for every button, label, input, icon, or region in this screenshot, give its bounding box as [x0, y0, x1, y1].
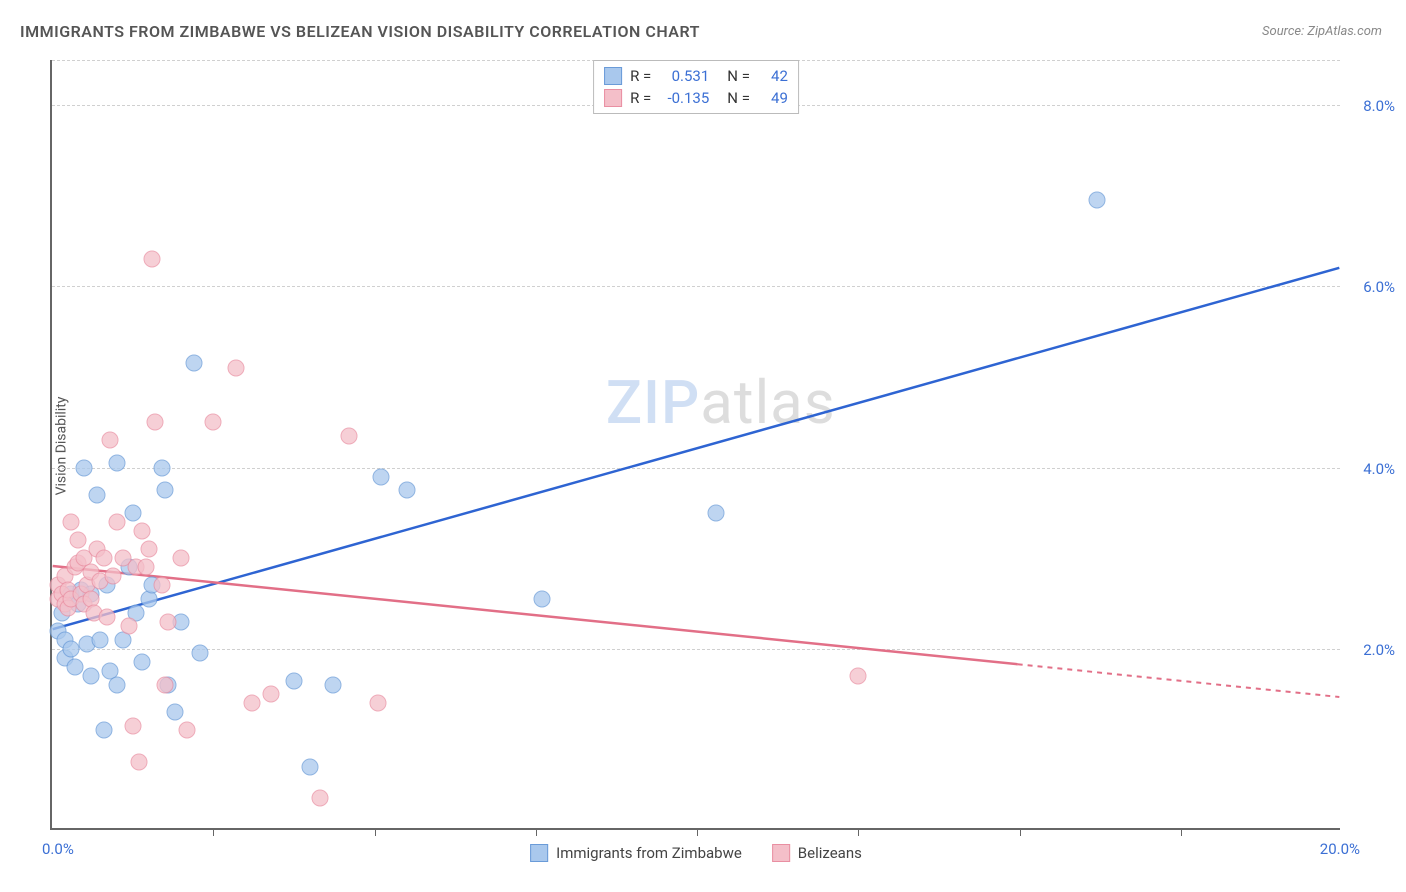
- scatter-point: [140, 541, 157, 558]
- x-tick: [536, 828, 537, 836]
- scatter-point: [63, 514, 80, 531]
- scatter-point: [121, 618, 138, 635]
- scatter-point: [147, 414, 164, 431]
- source-attribution: Source: ZipAtlas.com: [1262, 24, 1382, 39]
- series-legend-label: Immigrants from Zimbabwe: [556, 844, 742, 862]
- watermark-zip: ZIP: [606, 367, 700, 438]
- scatter-point: [134, 523, 151, 540]
- scatter-point: [69, 532, 86, 549]
- n-value: 42: [758, 67, 788, 85]
- scatter-point: [66, 658, 83, 675]
- scatter-point: [102, 432, 119, 449]
- plot-area: ZIPatlas 2.0%4.0%6.0%8.0% R =0.531N =42R…: [50, 60, 1340, 830]
- scatter-point: [124, 717, 141, 734]
- r-label: R =: [630, 89, 651, 107]
- chart-title: IMMIGRANTS FROM ZIMBABWE VS BELIZEAN VIS…: [20, 22, 700, 41]
- y-tick-label: 6.0%: [1363, 278, 1395, 296]
- scatter-point: [76, 459, 93, 476]
- y-tick-label: 8.0%: [1363, 97, 1395, 115]
- scatter-point: [143, 251, 160, 268]
- scatter-point: [205, 414, 222, 431]
- scatter-point: [108, 677, 125, 694]
- series-legend: Immigrants from Zimbabwe Belizeans: [530, 844, 862, 862]
- scatter-point: [340, 427, 357, 444]
- y-tick-label: 2.0%: [1363, 641, 1395, 659]
- stat-legend-row: R = -0.135 N = 49: [604, 87, 788, 109]
- gridline: 4.0%: [52, 468, 1340, 469]
- scatter-point: [166, 704, 183, 721]
- scatter-point: [243, 695, 260, 712]
- legend-swatch: [772, 844, 790, 862]
- scatter-point: [95, 550, 112, 567]
- scatter-point: [534, 591, 551, 608]
- scatter-point: [160, 613, 177, 630]
- watermark: ZIPatlas: [606, 367, 836, 438]
- scatter-point: [95, 722, 112, 739]
- scatter-point: [156, 677, 173, 694]
- regression-lines: [52, 60, 1340, 828]
- scatter-point: [185, 355, 202, 372]
- x-tick: [375, 828, 376, 836]
- scatter-point: [1088, 192, 1105, 209]
- scatter-point: [369, 695, 386, 712]
- scatter-point: [398, 482, 415, 499]
- x-origin-label: 0.0%: [42, 840, 74, 858]
- r-value: -0.135: [659, 89, 709, 107]
- scatter-point: [153, 459, 170, 476]
- scatter-point: [179, 722, 196, 739]
- legend-swatch: [604, 67, 622, 85]
- scatter-point: [285, 672, 302, 689]
- scatter-point: [105, 568, 122, 585]
- scatter-point: [131, 754, 148, 771]
- scatter-point: [263, 686, 280, 703]
- y-tick-label: 4.0%: [1363, 460, 1395, 478]
- series-legend-item: Belizeans: [772, 844, 862, 862]
- n-label: N =: [727, 67, 750, 85]
- scatter-point: [192, 645, 209, 662]
- scatter-point: [98, 609, 115, 626]
- stat-legend: R = 0.531 N = 42 R = -0.135 N = 49: [593, 60, 799, 114]
- watermark-atlas: atlas: [700, 367, 835, 438]
- scatter-point: [124, 504, 141, 521]
- regression-line: [53, 268, 1340, 629]
- scatter-point: [302, 758, 319, 775]
- scatter-point: [311, 790, 328, 807]
- scatter-point: [108, 455, 125, 472]
- scatter-point: [153, 577, 170, 594]
- scatter-point: [134, 654, 151, 671]
- n-label: N =: [727, 89, 750, 107]
- scatter-point: [63, 640, 80, 657]
- scatter-point: [82, 668, 99, 685]
- gridline: 2.0%: [52, 649, 1340, 650]
- scatter-point: [108, 514, 125, 531]
- n-value: 49: [758, 89, 788, 107]
- stat-legend-row: R = 0.531 N = 42: [604, 65, 788, 87]
- legend-swatch: [530, 844, 548, 862]
- scatter-point: [324, 677, 341, 694]
- scatter-point: [156, 482, 173, 499]
- scatter-point: [372, 468, 389, 485]
- scatter-point: [137, 559, 154, 576]
- x-max-label: 20.0%: [1320, 840, 1360, 858]
- scatter-point: [227, 360, 244, 377]
- x-tick: [213, 828, 214, 836]
- x-tick: [1020, 828, 1021, 836]
- regression-line-dashed: [1018, 664, 1340, 697]
- r-value: 0.531: [659, 67, 709, 85]
- series-legend-item: Immigrants from Zimbabwe: [530, 844, 742, 862]
- scatter-point: [850, 668, 867, 685]
- x-tick: [858, 828, 859, 836]
- r-label: R =: [630, 67, 651, 85]
- scatter-point: [89, 486, 106, 503]
- scatter-point: [173, 550, 190, 567]
- series-legend-label: Belizeans: [798, 844, 862, 862]
- scatter-point: [708, 504, 725, 521]
- legend-swatch: [604, 89, 622, 107]
- x-tick: [1181, 828, 1182, 836]
- gridline: 6.0%: [52, 286, 1340, 287]
- scatter-point: [92, 631, 109, 648]
- x-tick: [697, 828, 698, 836]
